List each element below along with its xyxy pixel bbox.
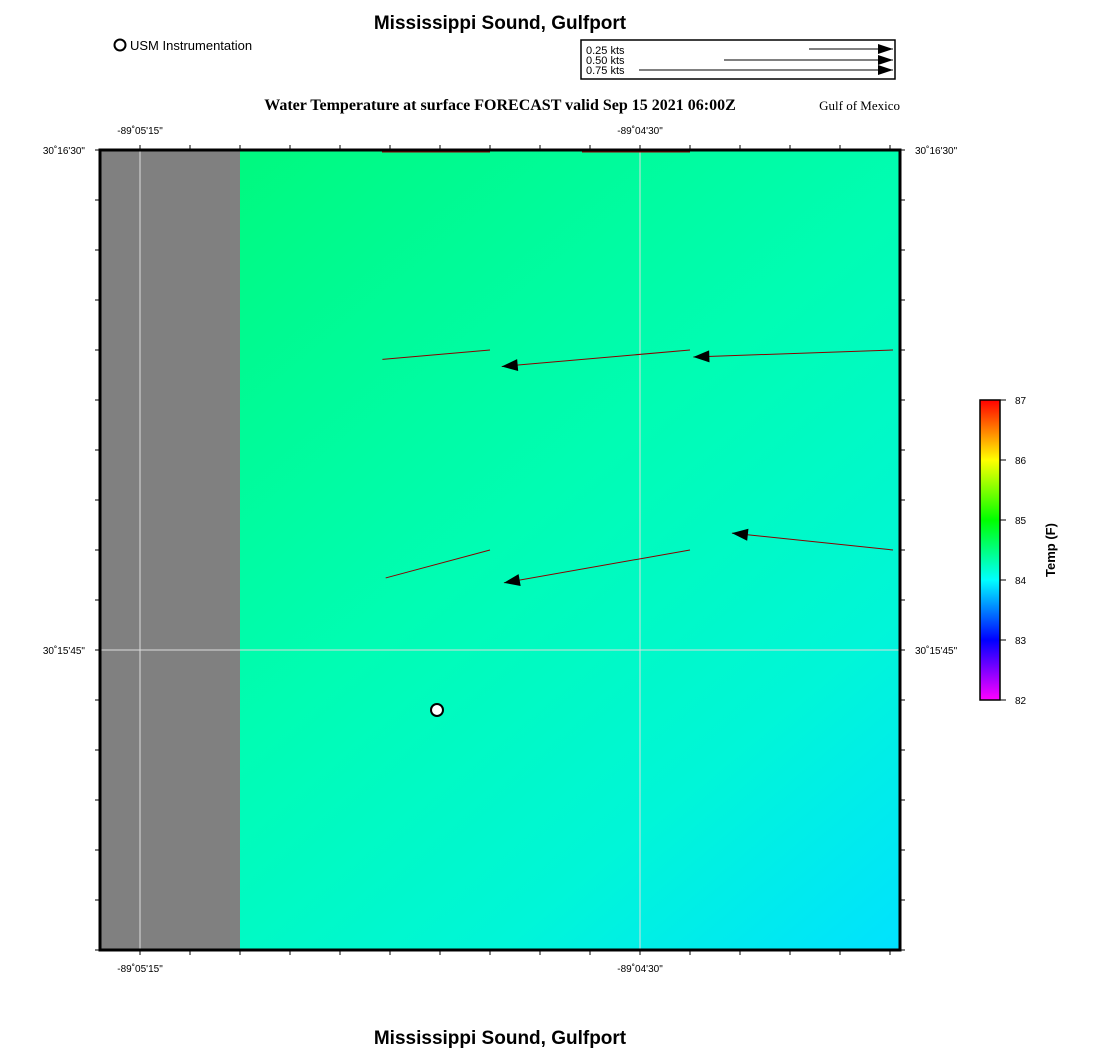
- current-vector-5: [693, 349, 894, 363]
- map-panel: [95, 145, 905, 955]
- scale-arrow-2-head: [878, 55, 893, 65]
- current-vector-8-head: [731, 528, 749, 541]
- lon-tick-bottom-1: -89˚05'15": [117, 963, 163, 975]
- current-vector-5-shaft: [693, 349, 894, 358]
- colorbar-tick-82: 82: [1015, 696, 1027, 707]
- current-vector-4-shaft: [501, 349, 691, 367]
- vector-scale-arrows: [639, 44, 893, 75]
- lon-tick-top-1: -89˚05'15": [117, 125, 163, 137]
- lon-tick-bottom-2: -89˚04'30": [617, 963, 663, 975]
- scale-arrow-3: [639, 65, 893, 75]
- lat-tick-left-1: 30˚16'30": [43, 145, 86, 157]
- colorbar-label: Temp (F): [1043, 523, 1058, 577]
- region-label: Gulf of Mexico: [819, 98, 900, 113]
- land-mask: [100, 150, 240, 950]
- current-vector-7-shaft: [503, 549, 691, 584]
- lat-tick-left-2: 30˚15'45": [43, 645, 86, 657]
- vector-scale-legend: 0.25 kts 0.50 kts 0.75 kts: [580, 39, 896, 80]
- current-vector-8: [731, 528, 894, 551]
- current-vector-3: [382, 349, 491, 360]
- station-legend-label: USM Instrumentation: [130, 38, 252, 53]
- lon-tick-top-2: -89˚04'30": [617, 125, 663, 137]
- station-marker-icon: [113, 38, 127, 52]
- scale-arrow-1: [809, 44, 893, 54]
- vector-scale-label-050: 0.50 kts: [586, 55, 625, 67]
- current-vector-7-head: [503, 574, 521, 586]
- scale-arrow-2: [724, 55, 893, 65]
- current-vector-4-head: [501, 359, 519, 372]
- colorbar-tick-86: 86: [1015, 456, 1027, 467]
- lat-tick-right-1: 30˚16'30": [915, 145, 958, 157]
- vector-scale-label-025: 0.25 kts: [586, 45, 625, 57]
- colorbar-gradient: [979, 399, 1001, 701]
- current-vector-6: [385, 549, 491, 579]
- current-vectors: [382, 151, 894, 586]
- usm-station-marker: [430, 703, 444, 717]
- station-legend: USM Instrumentation: [113, 38, 252, 53]
- colorbar-tick-87: 87: [1015, 396, 1027, 407]
- scale-arrow-1-head: [878, 44, 893, 54]
- current-vector-5-head: [693, 350, 710, 363]
- colorbar-tick-83: 83: [1015, 636, 1027, 647]
- temperature-colorbar: 87 86 85 84 83 82 Temp (F): [979, 396, 1058, 707]
- colorbar-tick-85: 85: [1015, 516, 1027, 527]
- map-title: Mississippi Sound, Gulfport: [374, 13, 627, 34]
- frame-ticks: [95, 145, 905, 955]
- vector-scale-label-075: 0.75 kts: [586, 65, 625, 77]
- current-vector-8-shaft: [731, 532, 894, 551]
- scale-arrow-3-head: [878, 65, 893, 75]
- current-vector-7: [503, 549, 691, 586]
- colorbar-tick-84: 84: [1015, 576, 1027, 587]
- map-subtitle: Water Temperature at surface FORECAST va…: [264, 97, 736, 114]
- lat-tick-right-2: 30˚15'45": [915, 645, 958, 657]
- current-vector-4: [501, 349, 691, 372]
- colorbar-ticks: [1000, 399, 1006, 701]
- footer-title: Mississippi Sound, Gulfport: [374, 1028, 627, 1049]
